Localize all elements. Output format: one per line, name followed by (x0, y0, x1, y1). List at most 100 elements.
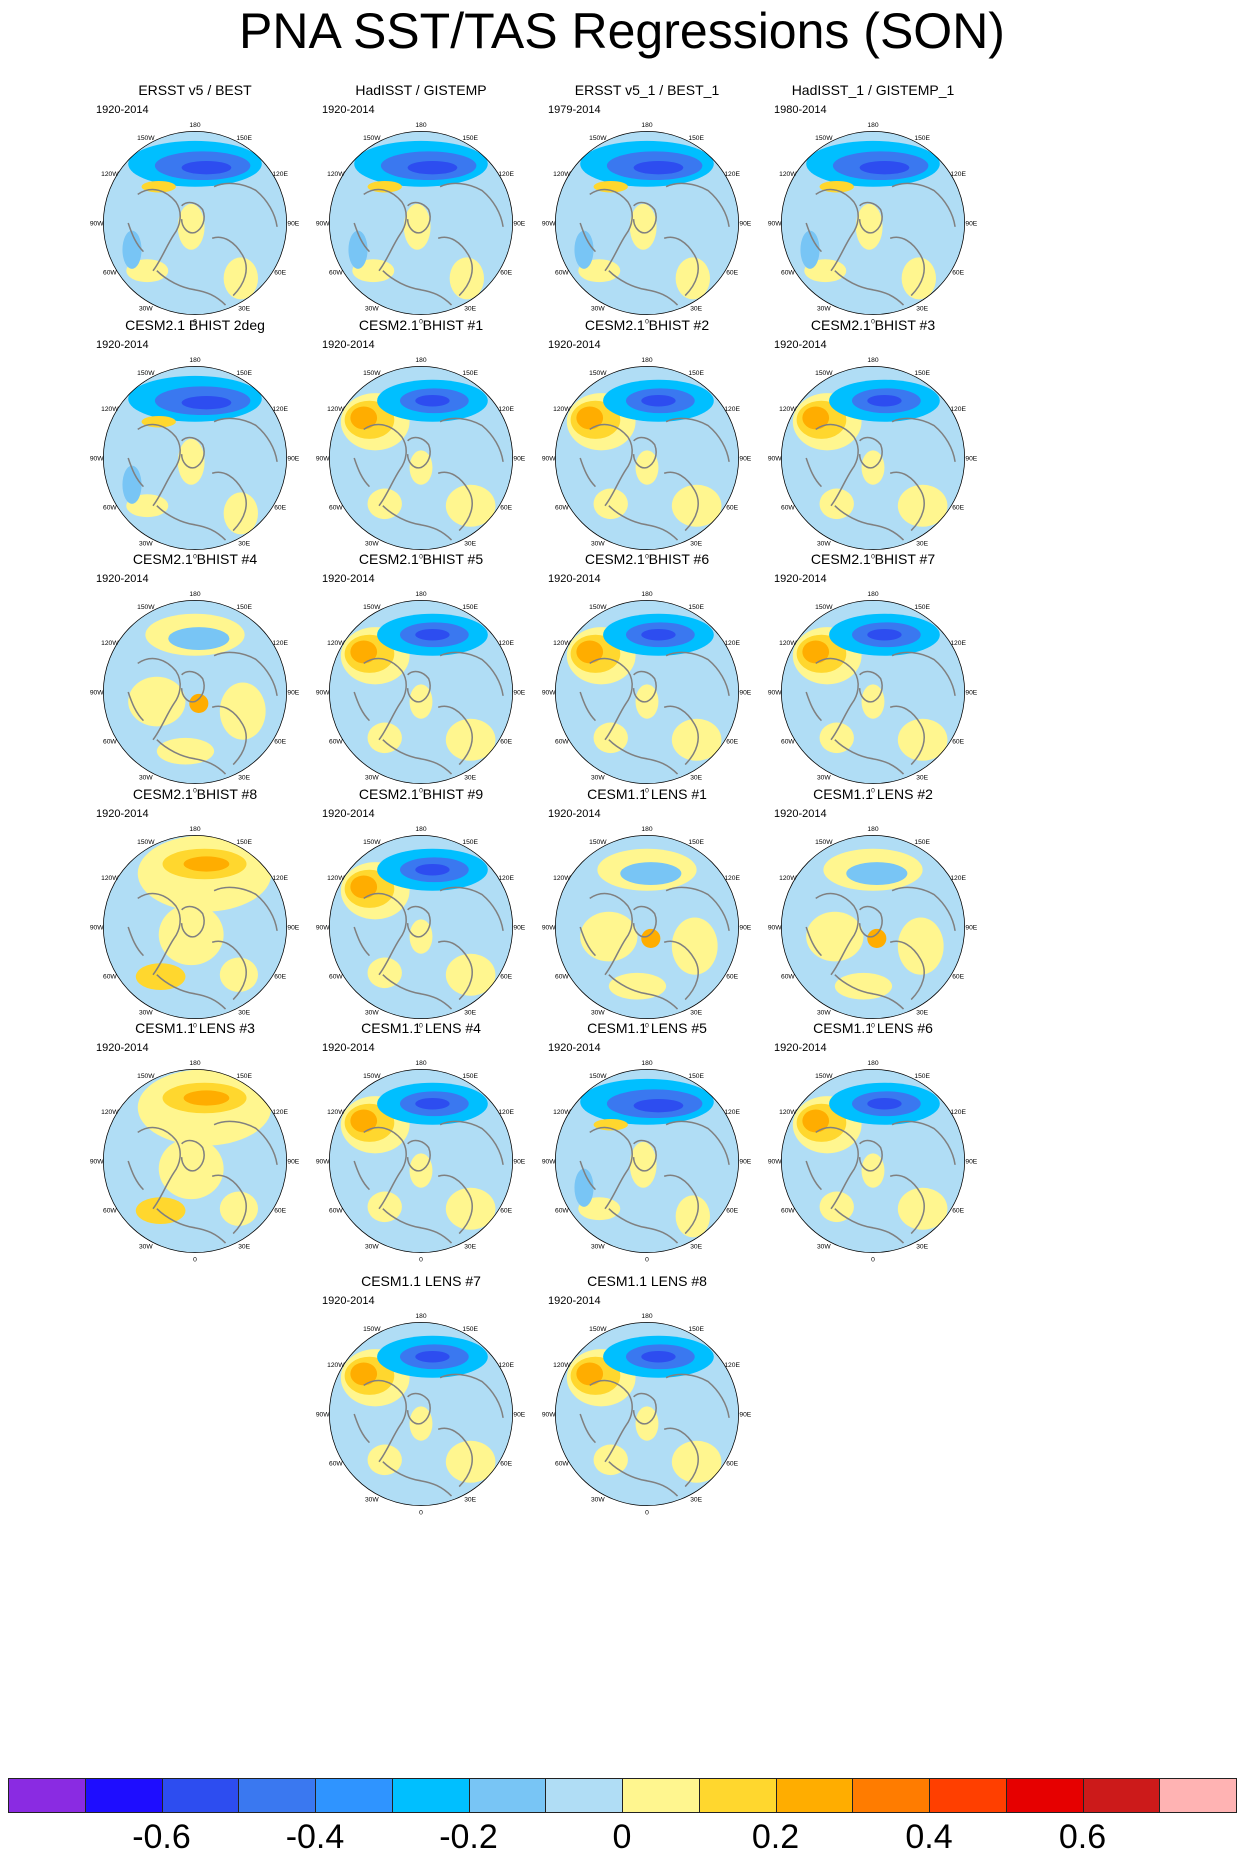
anomaly-region (802, 640, 830, 664)
longitude-label: 0 (419, 554, 423, 561)
longitude-label: 180 (641, 591, 652, 598)
longitude-label: 150E (462, 1326, 478, 1333)
panel-title: CESM2.1 BHIST #7 (810, 551, 936, 567)
longitude-label: 90E (287, 220, 299, 227)
colorbar-box (1005, 1778, 1084, 1813)
coastline (213, 1120, 278, 1165)
colorbar-tick-label: -0.6 (132, 1818, 191, 1856)
map-boundary (102, 834, 288, 1020)
longitude-label: 0 (871, 319, 875, 326)
polar-map: 180 150E 120E 90E 60E 30E 0 30W 60W 90W 120W 150W (542, 1313, 752, 1517)
longitude-label: 90E (287, 689, 299, 696)
panel-title: ERSST v5_1 / BEST_1 (574, 82, 720, 98)
coastline (406, 1139, 431, 1172)
longitude-label: 60E (500, 974, 512, 981)
coastline (406, 1392, 431, 1425)
longitude-label: 120W (327, 640, 345, 647)
map-panel: HadISST / GISTEMP 1920-2014 180 150E 120E 90E… (316, 82, 584, 344)
longitude-label: 180 (867, 357, 878, 364)
longitude-label: 90W (316, 689, 330, 696)
longitude-label: 60W (329, 974, 343, 981)
longitude-label: 60W (103, 505, 117, 512)
longitude-label: 30E (464, 1010, 476, 1017)
longitude-label: 30E (690, 1244, 702, 1251)
anomaly-region (593, 488, 628, 520)
longitude-label: 60W (103, 270, 117, 277)
longitude-label: 30W (591, 306, 605, 313)
longitude-label: 60E (952, 270, 964, 277)
coastline (406, 905, 431, 938)
longitude-label: 150W (815, 135, 833, 142)
longitude-label: 90W (90, 455, 104, 462)
anomaly-region (633, 160, 684, 175)
longitude-label: 30W (817, 306, 831, 313)
longitude-label: 150W (589, 1073, 607, 1080)
longitude-label: 150E (236, 370, 252, 377)
anomaly-region (415, 629, 450, 641)
coastline (589, 892, 633, 976)
longitude-label: 90E (739, 924, 751, 931)
coastline (834, 270, 905, 306)
longitude-label: 60E (726, 1461, 738, 1468)
coastline (363, 657, 407, 741)
anomaly-region (641, 395, 676, 407)
longitude-label: 180 (867, 591, 878, 598)
panel-title: CESM1.1 LENS #3 (135, 1020, 255, 1036)
map-panel: CESM2.1 BHIST #1 1920-2014 180 150E 120E 90E 6… (316, 317, 584, 579)
map-panel: HadISST_1 / GISTEMP_1 1980-2014 180 150E 120… (768, 82, 1036, 344)
coastline (180, 670, 205, 703)
anomaly-region (593, 1444, 628, 1476)
anomaly-region (867, 629, 902, 641)
longitude-label: 90W (316, 924, 330, 931)
coastline (663, 940, 699, 1001)
coastline (437, 1427, 473, 1488)
longitude-label: 90E (513, 924, 525, 931)
longitude-label: 120W (553, 1362, 571, 1369)
coastline (127, 457, 144, 488)
longitude-label: 90E (513, 1411, 525, 1418)
longitude-label: 120E (950, 406, 966, 413)
longitude-label: 60E (274, 270, 286, 277)
longitude-label: 150W (363, 135, 381, 142)
anomaly-region (183, 1090, 230, 1106)
coastline (579, 1160, 596, 1191)
longitude-label: 150E (914, 839, 930, 846)
map-panel: CESM2.1 BHIST #3 1920-2014 180 150E 120E 90E 6… (768, 317, 1036, 579)
panel-title: CESM2.1 BHIST #6 (584, 551, 710, 567)
panel-title: CESM1.1 LENS #5 (587, 1020, 707, 1036)
anomaly-region (445, 1187, 496, 1230)
longitude-label: 60W (555, 1461, 569, 1468)
polar-map: 180 150E 120E 90E 60E 30E 0 30W 60W 90W 120W 150W (90, 826, 300, 1030)
longitude-label: 30E (464, 541, 476, 548)
map-panel: CESM2.1 BHIST #2 1920-2014 180 150E 120E 90E 6… (542, 317, 810, 579)
longitude-label: 150W (137, 370, 155, 377)
map-boundary (780, 599, 966, 785)
longitude-label: 150E (462, 135, 478, 142)
map-panel: CESM2.1 BHIST #7 1920-2014 180 150E 120E 90E 6… (768, 551, 1036, 813)
longitude-label: 90W (542, 455, 556, 462)
longitude-label: 60E (500, 739, 512, 746)
longitude-label: 0 (419, 1257, 423, 1264)
anomaly-region (367, 488, 402, 520)
anomaly-region (671, 917, 718, 975)
map-boundary (328, 1068, 514, 1254)
anomaly-region (593, 722, 628, 754)
panel-period: 1920-2014 (322, 808, 375, 820)
longitude-label: 90W (90, 689, 104, 696)
longitude-label: 30E (690, 541, 702, 548)
anomaly-region (181, 395, 232, 410)
coastline (834, 739, 905, 775)
longitude-label: 180 (867, 1060, 878, 1067)
anomaly-region (415, 395, 450, 407)
anomaly-region (445, 484, 496, 527)
polar-map: 180 150E 120E 90E 60E 30E 0 30W 60W 90W 120W 150W (316, 122, 526, 326)
polar-map: 180 150E 120E 90E 60E 30E 0 30W 60W 90W 120W 150W (90, 1060, 300, 1264)
map-panel: CESM1.1 LENS #8 1920-2014 180 150E 120E 90E 60… (542, 1273, 810, 1535)
anomaly-region (189, 693, 209, 713)
longitude-label: 90W (316, 220, 330, 227)
map-boundary (554, 599, 740, 785)
map-boundary (780, 834, 966, 1020)
coastline (437, 471, 473, 532)
longitude-label: 60W (555, 270, 569, 277)
coastline (889, 940, 925, 1001)
